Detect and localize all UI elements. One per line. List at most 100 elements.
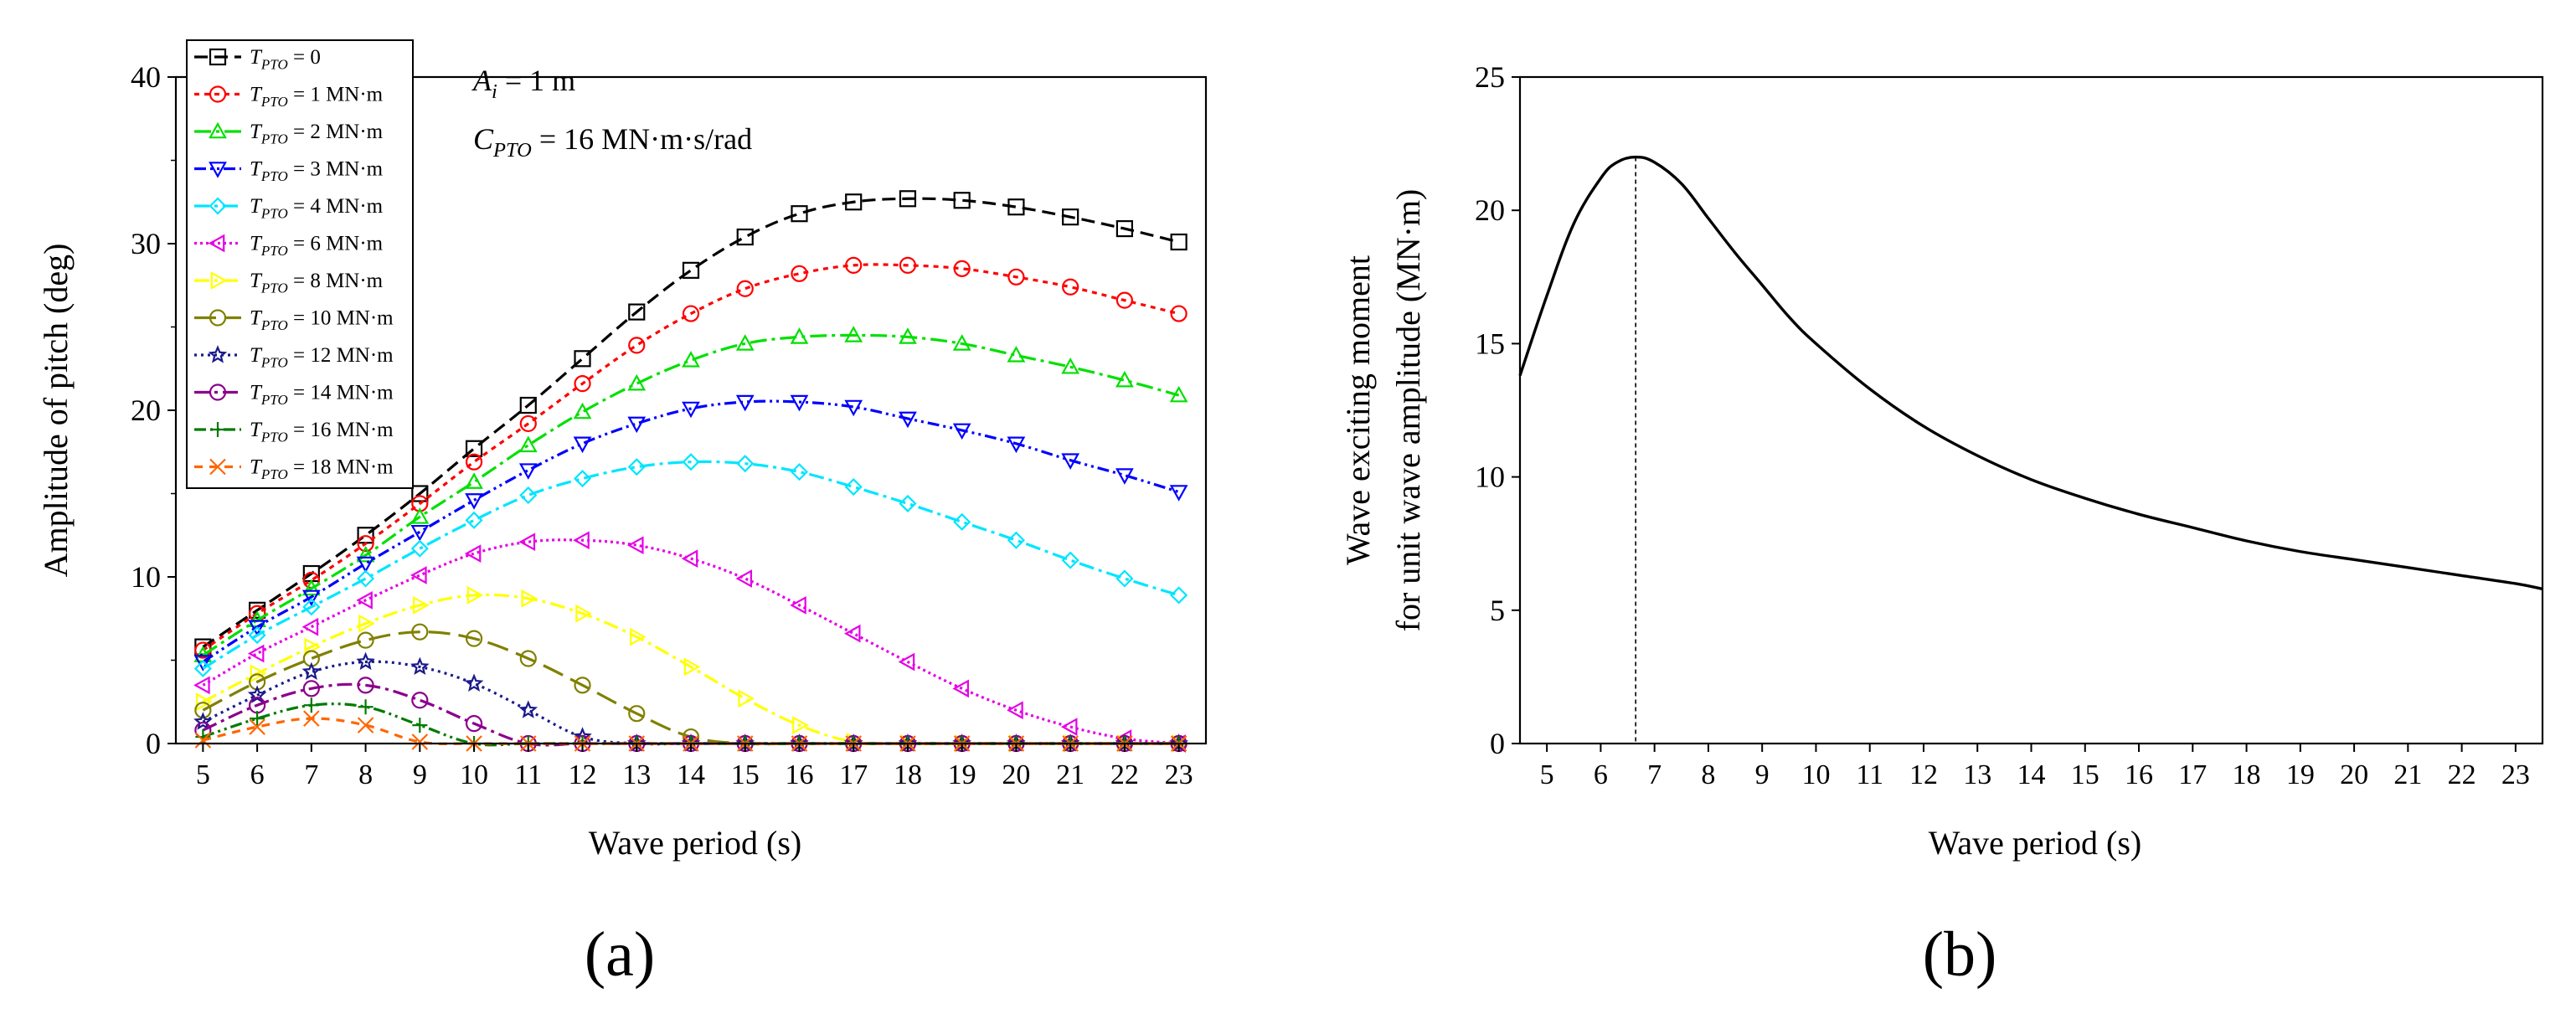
data-point	[844, 477, 863, 497]
x-tick-label: 8	[358, 759, 373, 790]
data-point	[682, 351, 700, 368]
data-point	[1062, 208, 1079, 226]
legend-label: TPTO = 12 MN·m	[250, 344, 394, 370]
legend-label: TPTO = 2 MN·m	[250, 121, 384, 147]
x-tick-label: 20	[1002, 759, 1030, 790]
panel-b-plot-area	[1518, 155, 2543, 744]
x-tick-label: 15	[2071, 759, 2099, 790]
data-point	[1062, 278, 1079, 296]
x-tick-label: 14	[2017, 759, 2046, 790]
data-point	[681, 549, 698, 568]
series-line	[202, 263, 1180, 651]
data-point	[1169, 485, 1188, 502]
legend-label: TPTO = 10 MN·m	[250, 307, 394, 333]
panel-a-y-axis-label: Amplitude of pitch (deg)	[37, 244, 75, 578]
data-point	[357, 677, 374, 694]
legend-entry: TPTO = 8 MN·m	[194, 270, 384, 296]
legend-marker	[209, 162, 227, 178]
legend-marker	[209, 383, 227, 401]
data-point	[738, 689, 755, 708]
x-tick-label: 12	[1909, 759, 1938, 790]
x-tick-label: 22	[2448, 759, 2476, 790]
data-point	[845, 256, 863, 274]
legend-entry: TPTO = 12 MN·m	[194, 344, 394, 370]
x-tick-label: 7	[304, 759, 318, 790]
data-point	[628, 337, 646, 354]
data-point	[1115, 468, 1134, 485]
data-point	[1061, 357, 1080, 374]
legend-marker	[210, 422, 225, 437]
x-tick-label: 13	[622, 759, 651, 790]
data-point	[356, 590, 373, 610]
data-point	[464, 673, 484, 692]
data-point	[791, 205, 808, 223]
y-tick-label: 25	[1475, 60, 1505, 94]
panel-a-label: (a)	[585, 919, 655, 990]
legend-label: TPTO = 4 MN·m	[250, 195, 384, 221]
data-point	[303, 710, 320, 727]
x-tick-label: 22	[1110, 759, 1139, 790]
data-point	[1170, 305, 1188, 322]
data-point	[302, 680, 320, 697]
x-tick-label: 10	[460, 759, 488, 790]
legend-label: TPTO = 18 MN·m	[250, 456, 394, 482]
data-point	[519, 414, 537, 433]
series-line	[1518, 155, 2543, 590]
data-point	[248, 620, 266, 636]
data-point	[358, 614, 375, 633]
data-point	[682, 453, 700, 471]
legend-entry: TPTO = 6 MN·m	[194, 233, 384, 259]
data-point	[1115, 370, 1134, 388]
data-point	[953, 192, 971, 209]
data-point	[899, 327, 917, 344]
data-point	[301, 589, 321, 607]
x-tick-label: 23	[2501, 759, 2530, 790]
legend-entry: TPTO = 4 MN·m	[194, 195, 384, 221]
y-tick-label: 20	[1475, 193, 1505, 227]
panel-b-y-axis-label-line2: for unit wave amplitude (MN·m)	[1389, 189, 1427, 632]
series-4	[193, 453, 1188, 678]
legend-label: TPTO = 16 MN·m	[250, 419, 394, 445]
x-tick-label: 18	[2233, 759, 2261, 790]
data-point	[1115, 569, 1134, 588]
legend-marker	[209, 309, 227, 327]
x-tick-label: 18	[894, 759, 922, 790]
legend-label: TPTO = 14 MN·m	[250, 382, 394, 408]
data-point	[301, 579, 321, 596]
y-tick-label: 10	[1475, 461, 1505, 494]
x-tick-label: 5	[196, 759, 210, 790]
data-point	[573, 531, 590, 550]
data-point	[574, 350, 591, 368]
x-tick-label: 10	[1801, 759, 1830, 790]
legend-marker	[208, 345, 228, 363]
data-point	[519, 650, 537, 667]
data-point	[1115, 291, 1133, 309]
data-point	[519, 396, 537, 414]
series-0	[194, 190, 1188, 656]
legend-marker	[209, 85, 227, 103]
panel-b-label: (b)	[1923, 919, 1997, 990]
data-point	[247, 644, 265, 663]
series-line	[202, 660, 1179, 746]
data-point	[410, 524, 430, 542]
legend-label: TPTO = 3 MN·m	[250, 158, 384, 184]
data-point	[575, 604, 592, 623]
data-point	[465, 630, 483, 647]
x-tick-label: 9	[1755, 759, 1770, 790]
series-line	[202, 630, 1179, 746]
y-tick-label: 10	[131, 560, 161, 594]
data-point	[899, 190, 917, 208]
data-point	[898, 652, 915, 672]
data-point	[193, 655, 213, 672]
y-tick-label: 0	[146, 727, 161, 760]
x-tick-label: 19	[2286, 759, 2315, 790]
legend-entry: TPTO = 0	[194, 46, 321, 72]
legend-entry: TPTO = 16 MN·m	[194, 419, 394, 445]
series-line	[202, 538, 1179, 745]
data-point	[792, 716, 809, 734]
data-point	[790, 463, 809, 481]
x-tick-label: 6	[250, 759, 265, 790]
panel-a-chart: 5 6 7 8 9 10 11 12 13 14 15 16 17 18 19 20 21 22 23 0 10 20 30…	[37, 39, 1208, 990]
data-point	[193, 676, 210, 695]
